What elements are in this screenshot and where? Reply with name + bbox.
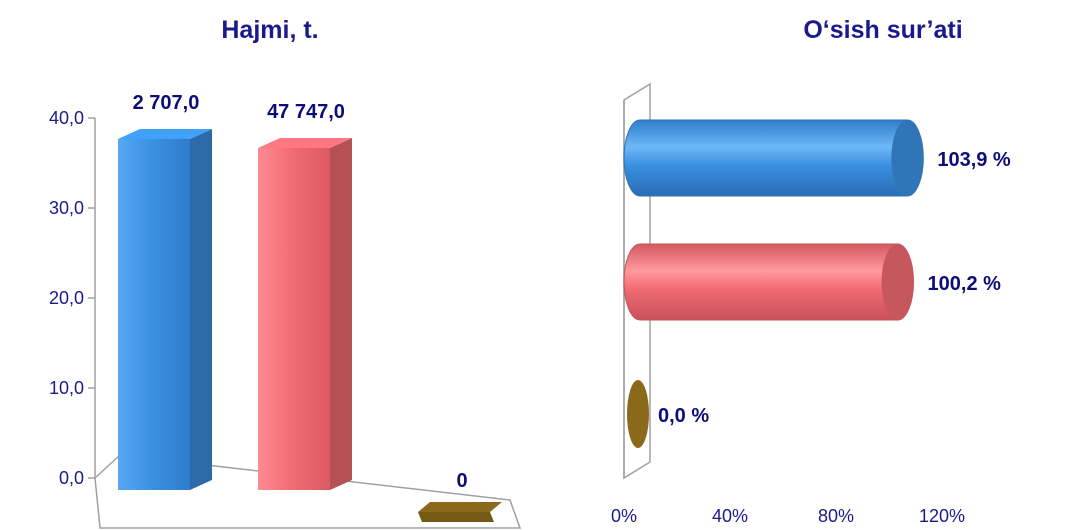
volume-bar-flat-front xyxy=(418,512,494,522)
volume-bar-top xyxy=(258,138,352,148)
volume-data-label: 2 707,0 xyxy=(133,92,200,114)
volume-chart: Hajmi, t. 0,0 10,0 20,0 30,0 40,0 2 707,0 47 … xyxy=(49,16,522,529)
growth-bar-end-cap xyxy=(627,380,649,448)
volume-y-tick-label: 0,0 xyxy=(59,468,84,488)
growth-bar-end-cap xyxy=(891,120,924,196)
growth-bar-body xyxy=(623,243,915,321)
growth-chart-title: O‘sish sur’ati xyxy=(803,16,962,44)
volume-data-label: 0 xyxy=(456,470,467,492)
volume-bar-side xyxy=(330,138,352,490)
volume-bar-side xyxy=(190,129,212,490)
growth-x-tick-label: 0% xyxy=(611,506,637,526)
volume-y-tick-label: 30,0 xyxy=(49,198,84,218)
volume-bar-flat xyxy=(418,502,502,512)
volume-bars xyxy=(118,129,502,522)
volume-y-ticks: 0,0 10,0 20,0 30,0 40,0 xyxy=(49,108,95,488)
volume-bar-top xyxy=(118,129,212,139)
volume-bar-front xyxy=(258,148,330,490)
growth-x-tick-label: 120% xyxy=(919,506,965,526)
volume-chart-title: Hajmi, t. xyxy=(221,16,318,44)
volume-y-tick-label: 40,0 xyxy=(49,108,84,128)
volume-bar-front xyxy=(118,139,190,490)
growth-data-label: 0,0 % xyxy=(658,405,709,427)
growth-chart: O‘sish sur’ati 0% 40% 80% 120% 103,9 % 100,2… xyxy=(611,16,1011,526)
growth-bars xyxy=(623,119,924,448)
growth-x-tick-label: 40% xyxy=(712,506,748,526)
volume-y-tick-label: 10,0 xyxy=(49,378,84,398)
growth-x-tick-label: 80% xyxy=(818,506,854,526)
growth-x-ticks: 0% 40% 80% 120% xyxy=(611,506,965,526)
growth-data-label: 100,2 % xyxy=(928,273,1002,295)
volume-data-labels: 2 707,0 47 747,0 0 xyxy=(133,92,468,492)
growth-bar-body xyxy=(623,119,924,197)
volume-y-tick-label: 20,0 xyxy=(49,288,84,308)
volume-data-label: 47 747,0 xyxy=(267,101,345,123)
growth-bar-end-cap xyxy=(881,244,914,320)
growth-data-label: 103,9 % xyxy=(937,149,1011,171)
growth-data-labels: 103,9 % 100,2 % 0,0 % xyxy=(658,149,1011,427)
